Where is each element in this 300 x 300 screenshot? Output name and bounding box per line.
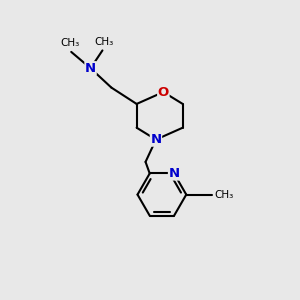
Text: N: N bbox=[169, 167, 180, 180]
Text: O: O bbox=[158, 85, 169, 98]
Text: CH₃: CH₃ bbox=[94, 37, 114, 47]
Text: CH₃: CH₃ bbox=[60, 38, 80, 48]
Text: CH₃: CH₃ bbox=[214, 190, 233, 200]
Text: N: N bbox=[150, 133, 161, 146]
Text: N: N bbox=[85, 62, 96, 75]
